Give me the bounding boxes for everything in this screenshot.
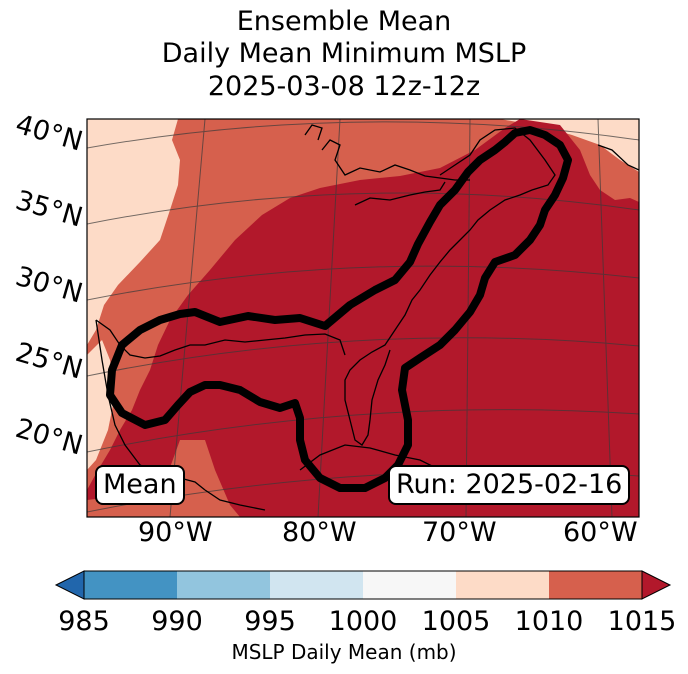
colorbar-tick-985: 985: [58, 606, 110, 637]
colorbar: [54, 570, 672, 600]
colorbar-bin-990-995: [177, 571, 270, 599]
lon-label-70w: 70°W: [422, 517, 497, 548]
colorbar-bin-1000-1005: [363, 571, 456, 599]
map-frame: [86, 118, 640, 518]
colorbar-bin-995-1000: [270, 571, 363, 599]
colorbar-frame: [83, 570, 643, 600]
stat-label-box: Mean: [95, 465, 185, 505]
coastlines: [95, 124, 639, 511]
field-1005-1010-northeast: [500, 119, 639, 172]
title-line-3: 2025-03-08 12z-12z: [207, 71, 481, 102]
field-1005-1010-west: [87, 340, 114, 470]
lat-label-25: 25°N: [12, 337, 86, 386]
lon-label-90w: 90°W: [138, 517, 213, 548]
lon-label-60w: 60°W: [563, 517, 638, 548]
field-gt-1015: [87, 119, 639, 517]
colorbar-label: MSLP Daily Mean (mb): [231, 640, 457, 664]
colorbar-extend-low: [54, 570, 85, 600]
colorbar-bin-1005-1010: [456, 571, 549, 599]
lat-label-35: 35°N: [12, 185, 86, 234]
field-1005-1010-north: [87, 119, 180, 345]
colorbar-tick-1000: 1000: [328, 606, 398, 637]
colorbar-tick-1005: 1005: [421, 606, 491, 637]
lat-label-30: 30°N: [12, 261, 86, 310]
map-area: [87, 119, 639, 517]
title-line-2: Daily Mean Minimum MSLP: [161, 38, 527, 69]
colorbar-tick-1010: 1010: [514, 606, 584, 637]
lon-label-80w: 80°W: [282, 517, 357, 548]
colorbar-extend-high: [641, 570, 672, 600]
colorbar-tick-1015: 1015: [607, 606, 677, 637]
mslp-contour: [106, 126, 572, 492]
colorbar-bin-985-990: [84, 571, 177, 599]
colorbar-tick-995: 995: [244, 606, 296, 637]
lat-label-40: 40°N: [12, 109, 86, 158]
colorbar-tick-990: 990: [151, 606, 203, 637]
title-line-1: Ensemble Mean: [236, 6, 452, 37]
colorbar-bin-1010-1015: [549, 571, 642, 599]
run-date-box: Run: 2025-02-16: [388, 465, 631, 505]
lat-label-20: 20°N: [12, 413, 86, 462]
